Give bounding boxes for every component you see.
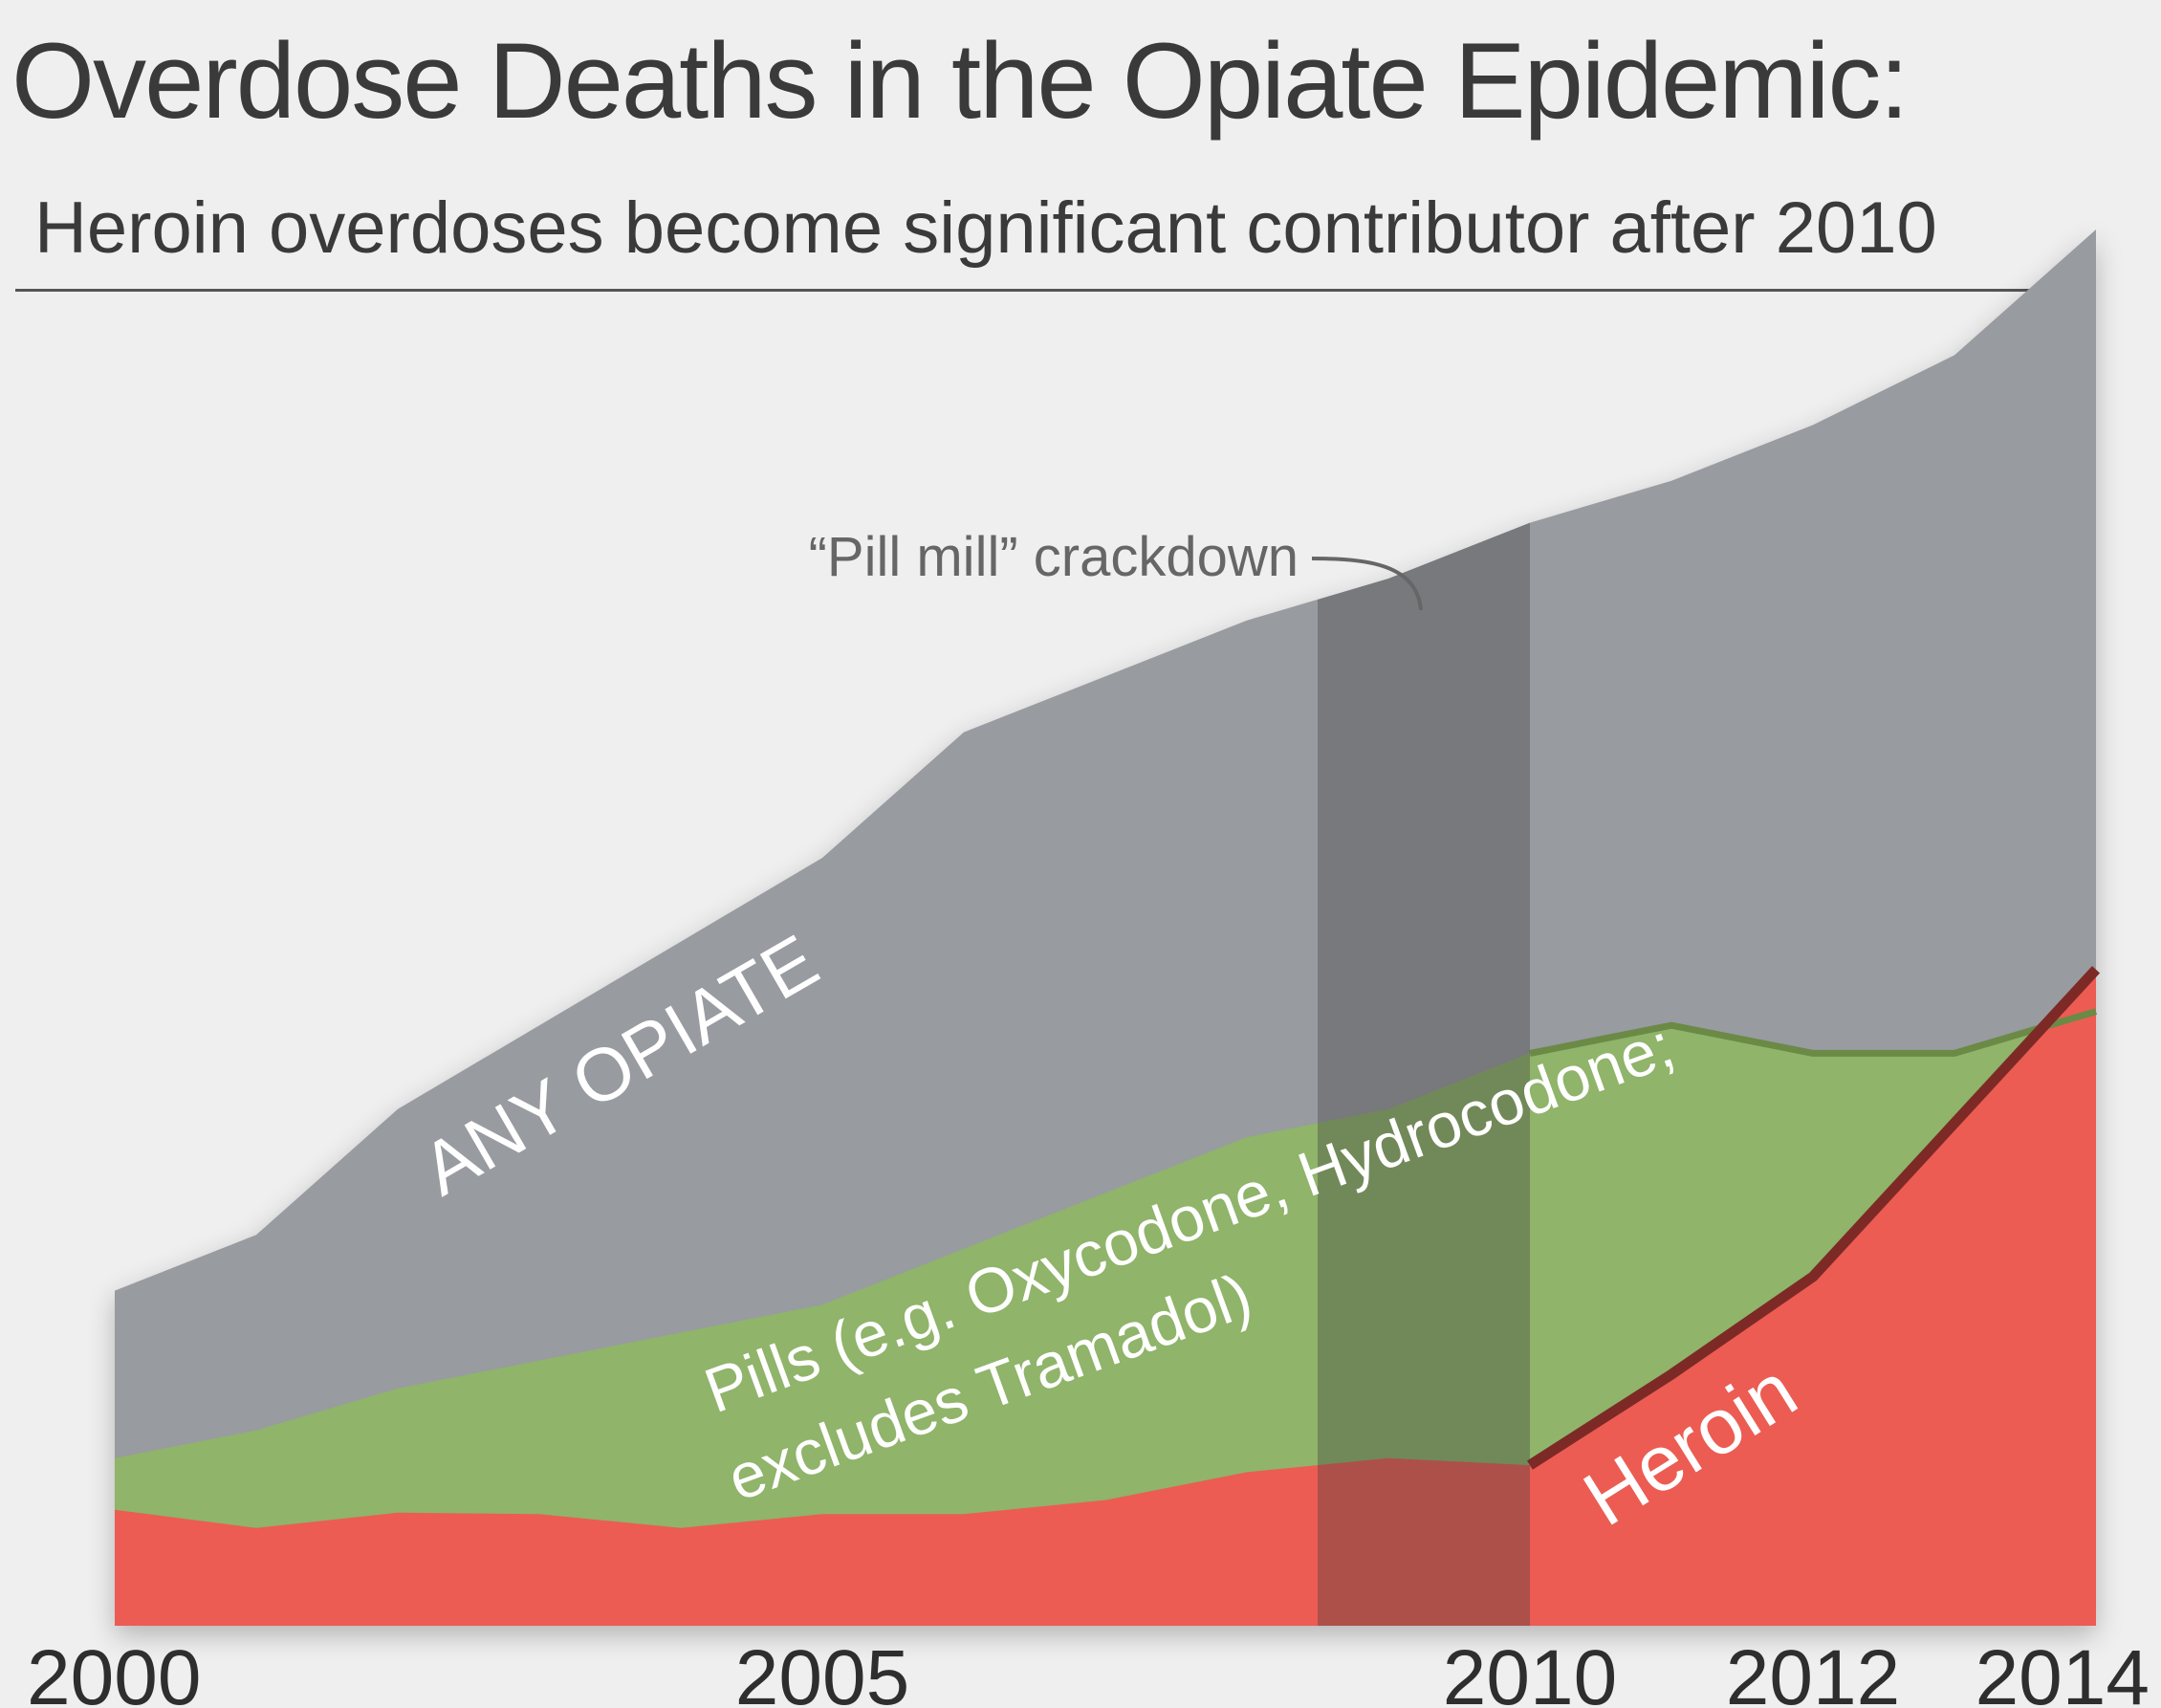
- chart-subtitle: Heroin overdoses become significant cont…: [34, 187, 1937, 269]
- x-tick-label: 2010: [1443, 1634, 1617, 1708]
- chart-lines: [1527, 966, 2101, 1470]
- chart-areas: [115, 230, 2096, 1626]
- heroin-area: [115, 969, 2096, 1626]
- title-divider: [15, 289, 2038, 292]
- x-tick-label: 2012: [1726, 1634, 1900, 1708]
- x-tick-label: 2014: [1975, 1634, 2150, 1708]
- x-axis-ticks: 2000 2005 2010 2012 2014: [27, 1634, 2150, 1708]
- heroin-2010-line: [1527, 966, 2101, 1470]
- pills-2010-line: [1529, 1008, 2097, 1057]
- annotation-group: “Pill mill” crackdown: [809, 526, 1423, 611]
- crackdown-band: [1318, 513, 1530, 1626]
- annotation-leader-line: [1311, 557, 1423, 611]
- x-tick-label: 2000: [27, 1634, 201, 1708]
- chart-title: Overdose Deaths in the Opiate Epidemic:: [11, 21, 1910, 141]
- pill-mill-annotation: “Pill mill” crackdown: [809, 526, 1299, 588]
- x-tick-label: 2005: [735, 1634, 909, 1708]
